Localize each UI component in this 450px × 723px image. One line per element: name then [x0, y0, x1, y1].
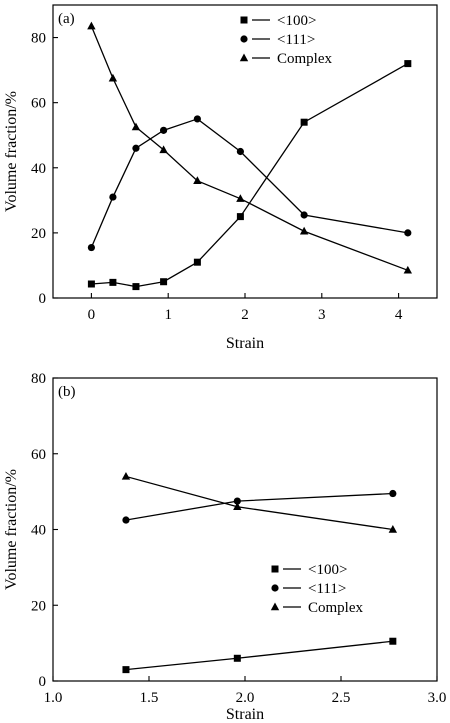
panel-a-y-tick-label: 40: [31, 161, 46, 177]
panel-b-series-square-point: [233, 654, 241, 662]
panel-b-legend-marker-square: [271, 565, 279, 573]
panel-a-series-square-point: [404, 60, 412, 68]
panel-a-series-circle-line: [90, 118, 408, 248]
panel-a-series-square-point: [236, 213, 244, 221]
panel-b-series-triangle-point: [121, 471, 131, 480]
panel-a-legend-marker-circle: [240, 35, 248, 43]
panel-a-series-triangle-point: [403, 265, 413, 274]
panel-b-series-square: [122, 637, 397, 674]
panel-a-y-tick-label: 0: [39, 291, 47, 307]
panel-a-series-triangle-point: [87, 21, 96, 30]
panel-b-legend-label-square: <100>: [308, 562, 347, 578]
panel-b-series-triangle: [121, 471, 398, 533]
panel-a-series-triangle-point: [299, 226, 309, 235]
panel-b-y-axis-label: Volume fraction/%: [3, 469, 20, 590]
panel-a-x-tick-label: 2: [241, 307, 249, 323]
panel-b-series-square-line: [125, 640, 393, 671]
panel-a-y-tick-label: 20: [31, 226, 46, 242]
panel-a-series-circle-point: [404, 229, 412, 237]
panel-b-y-tick-label: 20: [31, 598, 46, 614]
panel-b-x-tick-label: 2.5: [332, 690, 351, 706]
panel-a-series-square-line: [91, 63, 409, 288]
panel-b-series-square-point: [122, 666, 130, 674]
panel-a-series-square-point: [132, 283, 140, 291]
panel-a-series-square-point: [300, 118, 308, 126]
panel-a-series-triangle-line: [90, 25, 409, 271]
panel-b-legend-marker-triangle: [270, 602, 280, 611]
panel-a-y-tick-label: 60: [31, 96, 46, 112]
panel-a-x-tick-label: 1: [164, 307, 172, 323]
panel-a-series-square: [87, 60, 412, 291]
panel-b-series-circle-point: [389, 489, 397, 498]
panel-a-series-triangle-point: [236, 194, 245, 202]
panel-a-legend-label-square: <100>: [277, 13, 316, 29]
panel-a-y-axis-label: Volume fraction/%: [3, 91, 20, 212]
panel-b-y-tick-label: 0: [39, 674, 47, 690]
panel-a-plot-frame: [52, 4, 438, 299]
panel-a-legend-marker-triangle: [239, 53, 249, 62]
panel-a-x-tick-label: 0: [88, 307, 96, 323]
panel-b-legend-label-triangle: Complex: [308, 600, 363, 616]
panel-a-series-triangle: [87, 21, 413, 274]
panel-b-x-axis-label: Strain: [226, 706, 264, 723]
panel-b: 1.0 1.5 2.0 2.5 3.0 0 20 40 60 80 Strain Volume fra…: [3, 371, 446, 723]
panel-a-series-circle-point: [132, 144, 140, 152]
panel-a-series-circle-point: [109, 193, 117, 201]
panel-b-legend-label-circle: <111>: [308, 581, 346, 597]
panel-a-series-square-point: [87, 280, 95, 288]
panel-a-series-circle-point: [193, 115, 201, 123]
panel-a-series-square-point: [193, 258, 201, 266]
panel-a-panel-label: (a): [58, 11, 75, 27]
panel-a-series-square-point: [160, 278, 168, 286]
panel-b-legend: <100> <111> Complex: [270, 562, 363, 616]
panel-b-panel-label: (b): [58, 384, 76, 400]
panel-b-series-triangle-line: [125, 475, 393, 531]
panel-b-series-circle-point: [122, 516, 130, 524]
panel-a-series-circle-point: [236, 147, 244, 156]
panel-a-series-circle: [87, 115, 412, 252]
panel-b-y-tick-label: 60: [31, 447, 46, 463]
panel-b-legend-marker-circle: [271, 584, 279, 592]
panel-b-series-square-point: [389, 637, 397, 645]
panel-a-series-triangle-point: [193, 176, 202, 184]
panel-b-x-tick-label: 2.0: [236, 690, 255, 706]
panel-a-y-tick-label: 80: [31, 31, 46, 47]
panel-a-series-circle-point: [159, 126, 168, 134]
panel-a-series-triangle-point: [131, 122, 141, 131]
panel-b-series-circle-point: [233, 497, 241, 505]
panel-b-series-circle: [122, 489, 397, 524]
panel-b-plot-frame: [52, 377, 438, 682]
panel-a-series-circle-point: [87, 243, 95, 252]
panel-b-x-tick-label: 1.5: [140, 690, 159, 706]
panel-b-series-triangle-point: [388, 525, 398, 533]
panel-b-x-tick-label: 1.0: [44, 690, 63, 706]
panel-b-series-circle-line: [125, 492, 393, 521]
panel-a-series-square-point: [109, 278, 117, 286]
panel-b-y-tick-label: 80: [31, 371, 46, 387]
panel-a-series-circle-point: [300, 211, 308, 219]
panel-a-x-tick-label: 4: [395, 307, 403, 323]
panel-a-series-triangle-point: [159, 145, 168, 154]
panel-a-legend-label-triangle: Complex: [277, 51, 332, 67]
panel-b-y-tick-label: 40: [31, 523, 46, 539]
panel-a-legend-marker-square: [240, 16, 248, 24]
panel-a-legend-label-circle: <111>: [277, 32, 315, 48]
panel-b-series-triangle-point: [233, 502, 242, 510]
panel-b-x-tick-label: 3.0: [428, 690, 447, 706]
panel-a-x-tick-label: 3: [318, 307, 326, 323]
panel-a-series-triangle-point: [108, 73, 118, 82]
panel-a-x-axis-label: Strain: [226, 335, 264, 352]
panel-a-legend: <100> <111> Complex: [239, 13, 332, 67]
